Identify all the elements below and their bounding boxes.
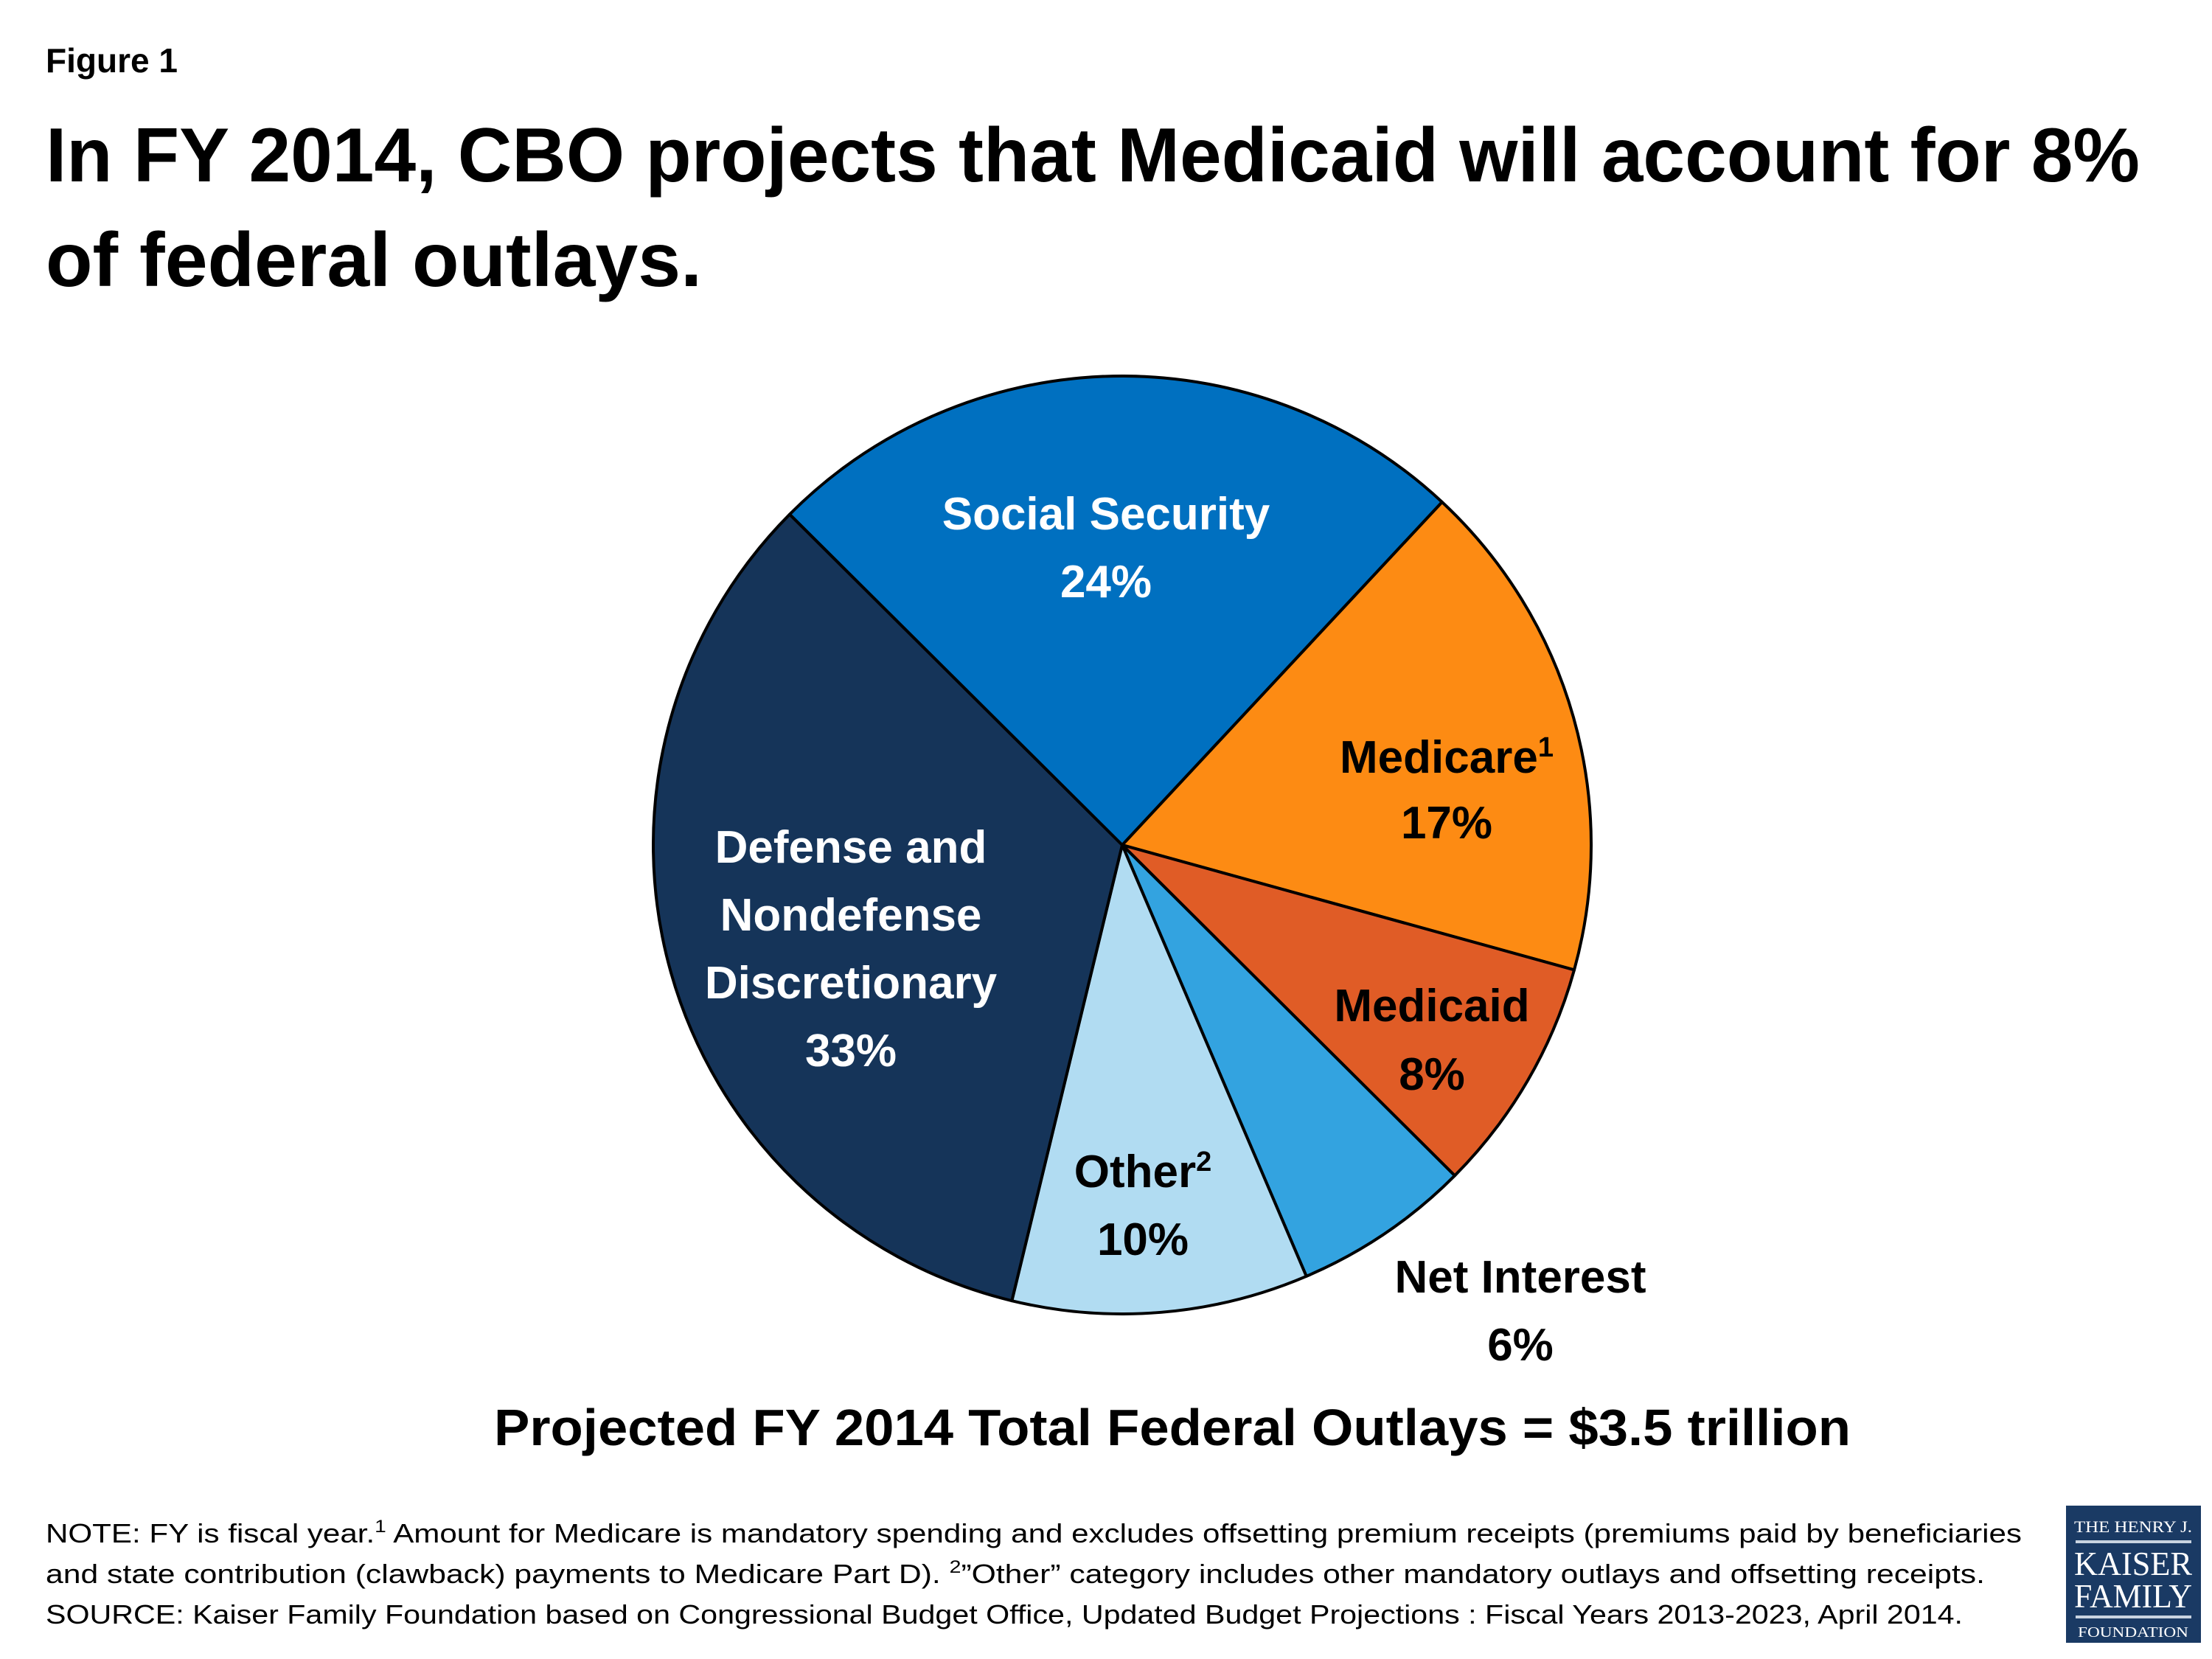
kaiser-logo: THE HENRY J. KAISER FAMILY FOUNDATION [2066, 1506, 2201, 1643]
label-medicaid-value: 8% [1399, 1049, 1465, 1100]
note-line-2: and state contribution (clawback) paymen… [46, 1557, 1985, 1589]
svg-text:THE HENRY J.: THE HENRY J. [2074, 1517, 2192, 1536]
label-medicare-name: Medicare1 [1340, 732, 1554, 783]
label-other-name: Other2 [1074, 1147, 1212, 1197]
title-line-2: of federal outlays. [46, 218, 702, 303]
pie-slice-other [1010, 844, 1308, 1315]
label-defense-line-1: Defense and [715, 822, 987, 873]
svg-text:FAMILY: FAMILY [2074, 1577, 2192, 1615]
title-line-1: In FY 2014, CBO projects that Medicaid w… [46, 113, 2140, 198]
pie-chart [651, 375, 1593, 1315]
pie-slice-social-security [788, 375, 1444, 846]
label-defense-line-3: Discretionary [705, 958, 998, 1009]
label-net-interest-name: Net Interest [1394, 1252, 1646, 1303]
pie-slice-defense-and-nondefense-discretionary [651, 512, 1124, 1303]
svg-text:FOUNDATION: FOUNDATION [2078, 1624, 2188, 1641]
pie-slice-medicare [1121, 500, 1593, 972]
label-other-value: 10% [1097, 1214, 1189, 1265]
label-defense-line-2: Nondefense [720, 890, 982, 941]
pie-slice-medicaid [1121, 844, 1576, 1178]
label-net-interest-value: 6% [1487, 1320, 1554, 1371]
note-line-1: NOTE: FY is fiscal year. 1 Amount for Med… [46, 1517, 2022, 1548]
figure-label: Figure 1 [46, 41, 178, 80]
label-defense-value: 33% [805, 1026, 897, 1077]
total-outlays-caption: Projected FY 2014 Total Federal Outlays … [494, 1399, 1851, 1456]
slice-labels: Social Security 24% Medicare1 17% Medica… [705, 489, 1646, 1371]
label-medicare-value: 17% [1401, 798, 1492, 849]
label-social-security-value: 24% [1060, 557, 1152, 608]
label-social-security-name: Social Security [942, 489, 1270, 540]
svg-text:KAISER: KAISER [2074, 1545, 2192, 1582]
label-medicaid-name: Medicaid [1334, 981, 1529, 1032]
pie-slice-net-interest [1121, 844, 1456, 1278]
source-line: SOURCE: Kaiser Family Foundation based o… [46, 1599, 1963, 1630]
